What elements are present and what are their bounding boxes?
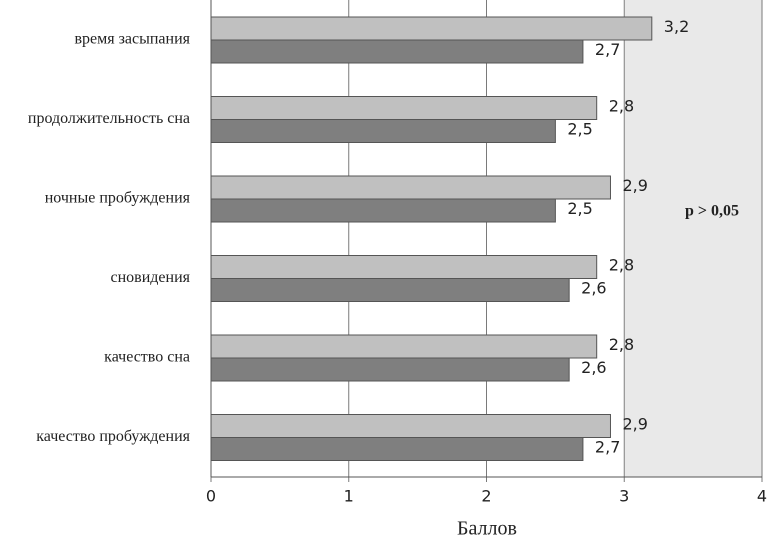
bar bbox=[210, 334, 598, 359]
value-label: 2,6 bbox=[581, 358, 606, 377]
value-label: 3,2 bbox=[664, 17, 689, 36]
bar bbox=[210, 198, 556, 223]
bar bbox=[210, 357, 570, 382]
value-label: 2,5 bbox=[567, 120, 592, 139]
value-label: 2,9 bbox=[622, 415, 647, 434]
bar bbox=[210, 437, 584, 461]
y-tick-label: качество сна bbox=[104, 349, 190, 366]
bar bbox=[210, 278, 570, 302]
bar bbox=[210, 255, 598, 279]
bar bbox=[210, 175, 611, 200]
value-label: 2,5 bbox=[567, 199, 592, 218]
bar bbox=[210, 96, 598, 120]
bar bbox=[210, 414, 611, 438]
value-label: 2,9 bbox=[622, 176, 647, 195]
value-label: 2,7 bbox=[595, 438, 620, 457]
value-label: 2,7 bbox=[595, 40, 620, 59]
y-tick-label: ночные пробуждения bbox=[45, 190, 191, 207]
y-tick-label: время засыпания bbox=[74, 31, 190, 48]
x-tick-label: 0 bbox=[206, 487, 216, 506]
x-tick-label: 3 bbox=[619, 487, 629, 506]
shaded-region bbox=[625, 0, 762, 477]
annotation: p > 0,05 bbox=[685, 203, 739, 220]
y-tick-label: качество пробуждения bbox=[36, 428, 190, 445]
value-label: 2,8 bbox=[609, 335, 634, 354]
x-tick-label: 1 bbox=[344, 487, 354, 506]
value-label: 2,8 bbox=[609, 256, 634, 275]
value-label: 2,6 bbox=[581, 279, 606, 298]
x-tick-label: 4 bbox=[757, 487, 767, 506]
bar bbox=[210, 119, 556, 143]
y-tick-label: сновидения bbox=[110, 269, 190, 286]
bar bbox=[210, 16, 653, 41]
y-tick-label: продолжительность сна bbox=[28, 110, 190, 127]
value-label: 2,8 bbox=[609, 97, 634, 116]
bar bbox=[210, 39, 584, 64]
x-tick-label: 2 bbox=[481, 487, 491, 506]
x-axis-label: Баллов bbox=[457, 518, 517, 539]
